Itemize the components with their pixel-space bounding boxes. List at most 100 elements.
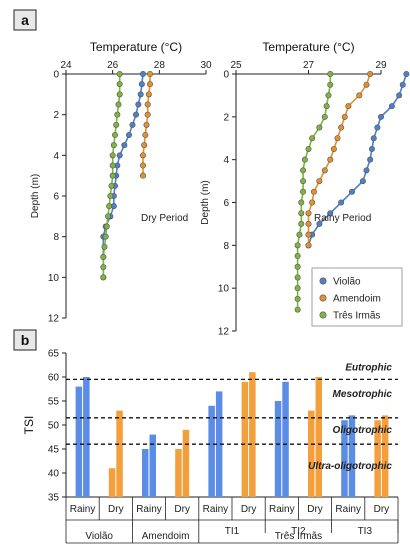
series-1 xyxy=(305,71,374,249)
data-point xyxy=(305,145,312,152)
y-axis-title: Depth (m) xyxy=(200,180,211,224)
period-annotation: Dry Period xyxy=(141,213,188,224)
data-point xyxy=(377,113,384,120)
data-point xyxy=(298,199,305,206)
group-label: Violão xyxy=(85,531,113,542)
x-category-label: Dry xyxy=(108,504,124,515)
data-point xyxy=(327,71,334,78)
x-category-label: Rainy xyxy=(70,504,96,515)
data-point xyxy=(305,220,312,227)
legend: Violão Amendoim Três Irmãs xyxy=(311,267,403,327)
y-tick-label: 50 xyxy=(48,421,60,432)
data-point xyxy=(300,178,307,185)
subgroup-label: TI2 xyxy=(291,526,306,537)
panel-b-box xyxy=(13,329,37,351)
data-point xyxy=(147,71,154,78)
data-point xyxy=(305,242,312,249)
subgroup-label: TI3 xyxy=(358,526,373,537)
data-point xyxy=(116,81,123,88)
data-point xyxy=(363,167,370,174)
data-point xyxy=(140,172,147,179)
y-tick-label: 12 xyxy=(48,314,60,325)
data-point xyxy=(143,121,150,128)
x-category-label: Rainy xyxy=(335,504,361,515)
data-point xyxy=(112,132,119,139)
data-point xyxy=(403,71,410,78)
y-tick-label: 55 xyxy=(48,397,60,408)
data-point xyxy=(300,167,307,174)
zone-label: Mesotrophic xyxy=(333,389,393,400)
bar-dry xyxy=(182,429,190,497)
data-point xyxy=(359,178,366,185)
data-point xyxy=(294,274,301,281)
data-point xyxy=(101,243,108,250)
data-point xyxy=(334,135,341,142)
data-point xyxy=(138,81,145,88)
data-point xyxy=(109,172,116,179)
y-tick-label: 0 xyxy=(53,70,59,81)
y-tick-label: 35 xyxy=(48,493,60,504)
data-point xyxy=(108,182,115,189)
data-point xyxy=(330,145,337,152)
bar-dry xyxy=(308,410,315,497)
zone-label: Oligotrophic xyxy=(333,425,393,436)
subgroup-label: TI1 xyxy=(225,526,240,537)
zone-label: Ultra-oligotrophic xyxy=(308,461,392,472)
x-axis-title: Temperature (°C) xyxy=(90,40,182,54)
data-point xyxy=(105,213,112,220)
data-point xyxy=(142,132,149,139)
legend-label: Violão xyxy=(333,277,361,288)
y-tick-label: 65 xyxy=(48,349,60,360)
data-point xyxy=(109,152,116,159)
data-point xyxy=(296,231,303,238)
bar-dry xyxy=(108,468,116,497)
data-point xyxy=(341,113,348,120)
y-tick-label: 2 xyxy=(223,112,229,123)
x-axis-title: Temperature (°C) xyxy=(262,40,354,54)
y-tick-label: 6 xyxy=(53,192,59,203)
y-axis-title: Depth (m) xyxy=(30,174,41,218)
x-tick-label: 27 xyxy=(303,60,315,71)
bar-dry xyxy=(249,372,256,497)
data-point xyxy=(106,203,113,210)
bar-rainy xyxy=(75,386,83,497)
data-point xyxy=(294,306,301,313)
data-point xyxy=(388,103,395,110)
data-point xyxy=(100,274,107,281)
data-point xyxy=(325,92,332,99)
group-label: Amendoim xyxy=(142,531,190,542)
data-point xyxy=(367,156,374,163)
data-point xyxy=(301,156,308,163)
zone-label: Eutrophic xyxy=(345,362,392,373)
data-point xyxy=(109,162,116,169)
data-point xyxy=(114,111,121,118)
data-point xyxy=(356,92,363,99)
legend-label: Amendoim xyxy=(333,294,381,305)
data-point xyxy=(100,264,107,271)
x-tick-label: 25 xyxy=(230,60,242,71)
data-point xyxy=(399,81,406,88)
x-category-label: Dry xyxy=(307,504,323,515)
data-point xyxy=(121,142,128,149)
panel-a-box xyxy=(13,9,37,31)
bar-dry xyxy=(374,420,381,497)
data-point xyxy=(294,295,301,302)
y-tick-label: 60 xyxy=(48,373,60,384)
data-point xyxy=(115,101,122,108)
bar-rainy xyxy=(274,401,282,497)
data-point xyxy=(323,103,330,110)
data-point xyxy=(140,152,147,159)
series-1 xyxy=(140,71,154,179)
data-point xyxy=(294,285,301,292)
period-annotation: Rainy Period xyxy=(314,213,371,224)
x-tick-label: 30 xyxy=(200,60,212,71)
data-point xyxy=(116,91,123,98)
tsi-bar-plot: 35 40 45 50 55 60 65 TSI Eutrophic Mesotrophic Oli… xyxy=(22,349,399,544)
bar-rainy xyxy=(149,434,156,497)
y-tick-label: 6 xyxy=(223,198,229,209)
data-point xyxy=(370,135,377,142)
x-category-label: Dry xyxy=(241,504,257,515)
bar-rainy xyxy=(215,391,223,497)
